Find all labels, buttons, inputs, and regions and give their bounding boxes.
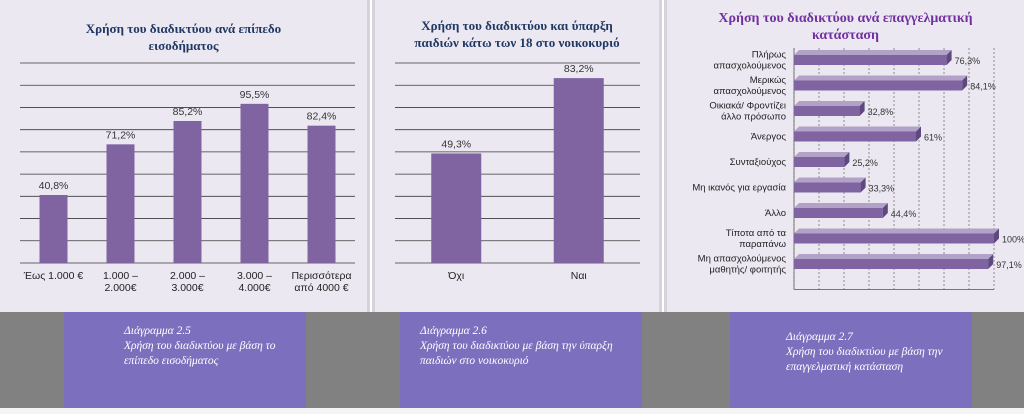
bar-chart-employment: 76,3%Πλήρωςαπασχολούμενος84,1%Μερικώςαπα… [692, 48, 1024, 290]
category-label: Άνεργος [751, 132, 787, 143]
bar-side [946, 50, 952, 65]
bar-side [988, 254, 994, 269]
bar-side [962, 75, 968, 91]
category-label: Ναι [571, 270, 588, 282]
data-label: 100% [1002, 235, 1024, 245]
category-label: Έως 1.000 € [23, 270, 84, 282]
bar [106, 144, 135, 263]
chart-title: Χρήση του διαδικτύου ανά επαγγελματική κ… [718, 11, 973, 43]
bar-side [859, 101, 865, 116]
bar [794, 157, 845, 167]
bar-chart-children: 49,3% Όχι 83,2% Ναι [395, 62, 640, 282]
category-label: 2.000 – [170, 270, 205, 282]
bar-chart-income: 40,8% Έως 1.000 € 71,2% 1.000 –2.000€ 85,2% 2… [20, 62, 355, 294]
bar-top [794, 203, 888, 208]
bar [307, 125, 336, 264]
bar [240, 103, 269, 263]
data-label: 83,2% [564, 63, 594, 75]
bar-side [916, 126, 921, 142]
bar [794, 80, 963, 91]
data-label: 71,2% [106, 129, 136, 141]
data-label: 40,8% [39, 180, 69, 192]
bar-top [794, 177, 866, 183]
chart-title: Χρήση του διαδικτύου και ύπαρξη παιδιών … [414, 18, 620, 50]
category-label: 3.000€ [171, 282, 203, 294]
bar [794, 131, 916, 142]
data-label: 84,1% [970, 82, 996, 92]
category-label: απασχολούμενος [713, 86, 786, 97]
data-label: 33,3% [869, 184, 895, 194]
bar-top [794, 101, 865, 106]
bar [431, 153, 482, 263]
footer-strip [0, 408, 1024, 414]
category-label: Τίποτα από τα [726, 228, 787, 239]
category-label: παραπάνω [739, 239, 786, 250]
data-label: 85,2% [173, 106, 203, 118]
category-label: Μη απασχολούμενος [698, 254, 787, 265]
category-label: απασχολούμενος [713, 61, 786, 72]
bar [553, 78, 604, 263]
bar-side [882, 203, 888, 218]
data-label: 95,5% [240, 89, 270, 101]
data-label: 61% [924, 133, 942, 143]
bar [173, 121, 202, 263]
bar-top [794, 50, 952, 55]
chart-panel-income: Χρήση του διαδικτύου ανά επίπεδο εισοδήμ… [0, 0, 370, 312]
bar-side [844, 152, 850, 167]
category-label: Άλλο [765, 208, 786, 219]
category-label: από 4000 € [294, 282, 348, 294]
data-label: 97,1% [996, 260, 1022, 270]
bar [794, 106, 860, 116]
category-label: Περισσότερα [291, 270, 351, 282]
caption-number: Διάγραμμα 2.5 [124, 325, 191, 337]
data-label: 25,2% [852, 158, 878, 168]
data-label: 76,3% [955, 56, 981, 66]
bar-side [994, 228, 999, 244]
caption-text: Χρήση του διαδικτύου με βάση την επαγγελ… [786, 346, 943, 373]
bar-top [794, 152, 850, 157]
chart-panel-children: Χρήση του διαδικτύου και ύπαρξη παιδιών … [372, 0, 662, 312]
caption-box-2-7: Διάγραμμα 2.7 Χρήση του διαδικτύου με βά… [730, 312, 972, 408]
data-label: 82,4% [307, 111, 337, 123]
category-label: 2.000€ [104, 282, 136, 294]
data-label: 32,8% [868, 107, 894, 117]
caption-box-2-5: Διάγραμμα 2.5 Χρήση του διαδικτύου με βά… [64, 312, 306, 408]
bar [794, 233, 994, 244]
caption-number: Διάγραμμα 2.6 [420, 325, 487, 337]
category-label: Συνταξιούχος [730, 157, 787, 168]
category-label: 1.000 – [103, 270, 138, 282]
chart-title: Χρήση του διαδικτύου ανά επίπεδο εισοδήμ… [85, 21, 282, 53]
chart-panel-employment: Χρήση του διαδικτύου ανά επαγγελματική κ… [664, 0, 1024, 312]
category-label: Μη ικανός για εργασία [692, 183, 786, 194]
bar [794, 208, 883, 218]
category-label: άλλο πρόσωπο [721, 112, 786, 123]
bar-side [860, 177, 866, 193]
bar [794, 182, 861, 193]
bar [794, 55, 947, 65]
bar-top [794, 126, 921, 132]
category-label: Μερικώς [750, 75, 787, 86]
category-label: Οικιακά/ Φροντίζει [709, 101, 786, 112]
caption-box-2-6: Διάγραμμα 2.6 Χρήση του διαδικτύου με βά… [400, 312, 642, 408]
bar [39, 195, 68, 263]
bar [794, 259, 989, 269]
category-label: μαθητής/ φοιτητής [709, 265, 786, 276]
category-label: 3.000 – [237, 270, 272, 282]
bar-top [794, 75, 968, 81]
bar-top [794, 254, 994, 259]
data-label: 44,4% [891, 209, 917, 219]
caption-text: Χρήση του διαδικτύου με βάση την ύπαρξη … [420, 340, 613, 367]
category-label: Πλήρως [752, 50, 787, 61]
bar-top [794, 228, 999, 234]
category-label: 4.000€ [238, 282, 270, 294]
category-label: Όχι [447, 270, 465, 282]
caption-number: Διάγραμμα 2.7 [786, 331, 853, 343]
caption-text: Χρήση του διαδικτύου με βάση το επίπεδο … [124, 340, 276, 367]
data-label: 49,3% [441, 138, 471, 150]
